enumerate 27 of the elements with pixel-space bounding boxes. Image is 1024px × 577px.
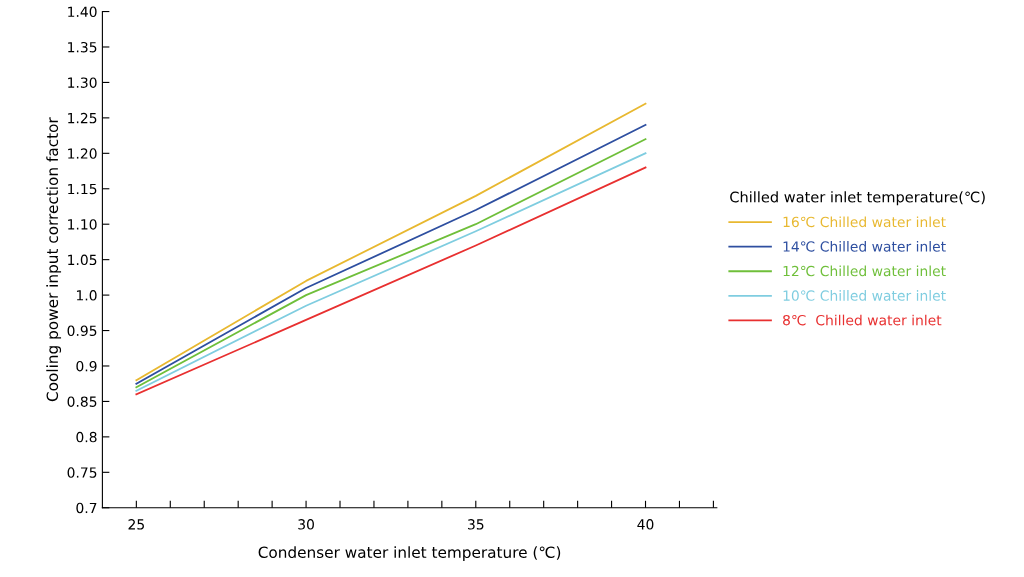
legend-label: 14℃ Chilled water inlet bbox=[783, 240, 946, 252]
x-tick-label: 35 bbox=[468, 519, 484, 530]
y-tick-label: 1.05 bbox=[68, 254, 97, 266]
y-tick-label: 1.0 bbox=[76, 290, 97, 301]
legend-label: 12℃ Chilled water inlet bbox=[783, 265, 946, 277]
y-tick-label: 1.20 bbox=[68, 148, 97, 159]
y-tick-label: 1.40 bbox=[68, 6, 97, 18]
y-tick-label: 0.8 bbox=[76, 431, 97, 443]
y-tick-label: 0.95 bbox=[67, 325, 97, 337]
y-tick-label: 1.30 bbox=[68, 77, 97, 88]
y-tick-label: 0.75 bbox=[67, 467, 97, 478]
y-tick-label: 1.15 bbox=[68, 183, 97, 195]
x-tick-label: 40 bbox=[637, 519, 654, 530]
y-tick-label: 1.35 bbox=[68, 41, 97, 53]
y-tick-label: 0.7 bbox=[76, 502, 97, 514]
y-tick-label: 0.9 bbox=[76, 360, 97, 372]
y-axis-title: Cooling power input correction factor bbox=[46, 117, 62, 402]
x-axis-title: Condenser water inlet temperature (℃) bbox=[258, 546, 561, 561]
x-tick-label: 25 bbox=[128, 519, 144, 530]
legend-label: 10℃ Chilled water inlet bbox=[783, 290, 946, 301]
y-tick-label: 1.10 bbox=[68, 219, 97, 230]
y-tick-label: 0.85 bbox=[67, 396, 97, 407]
legend-label: 8℃ Chilled water inlet bbox=[783, 314, 942, 326]
x-tick-label: 30 bbox=[298, 519, 314, 530]
y-tick-label: 1.25 bbox=[68, 112, 97, 124]
legend-label: 16℃ Chilled water inlet bbox=[783, 216, 946, 228]
legend-title: Chilled water inlet temperature(℃) bbox=[730, 191, 985, 206]
